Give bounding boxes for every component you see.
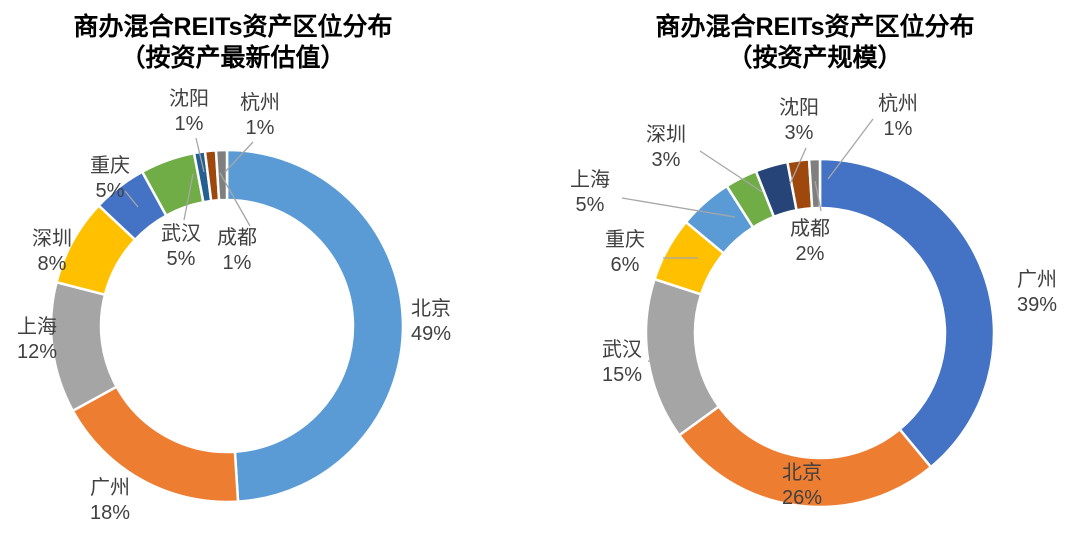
donut-slice-guangzhou	[71, 385, 240, 504]
donut-slice-wuhan	[644, 277, 721, 438]
left-chart-title: 商办混合REITs资产区位分布	[73, 13, 393, 41]
donut-slice-beijing	[677, 404, 933, 509]
right-chart-title-block: 商办混合REITs资产区位分布 （按资产规模）	[595, 12, 1035, 74]
leader-line-chengdu	[814, 180, 822, 212]
donut-slice-beijing	[225, 148, 405, 503]
leader-line-chongqing	[124, 190, 139, 208]
leader-line-shanghai	[621, 197, 736, 218]
right-chart-subtitle: （按资产规模）	[727, 44, 903, 72]
leader-line-wuhan	[183, 173, 194, 221]
left-chart-title-block: 商办混合REITs资产区位分布 （按资产最新估值）	[13, 12, 453, 74]
donut-slice-guangzhou	[818, 157, 996, 469]
leader-line-shenzhen	[699, 150, 763, 193]
right-chart-title: 商办混合REITs资产区位分布	[655, 13, 975, 41]
leader-line-shenyang	[789, 147, 807, 185]
donut-slice-shanghai	[49, 280, 119, 413]
leader-line-hangzhou	[224, 141, 254, 173]
left-chart-subtitle: （按资产最新估值）	[120, 44, 346, 72]
leader-line-hangzhou	[827, 118, 874, 180]
leader-line-wuhan	[647, 360, 666, 364]
leader-line-chengdu	[219, 172, 251, 227]
leader-line-shenyang	[195, 137, 205, 173]
